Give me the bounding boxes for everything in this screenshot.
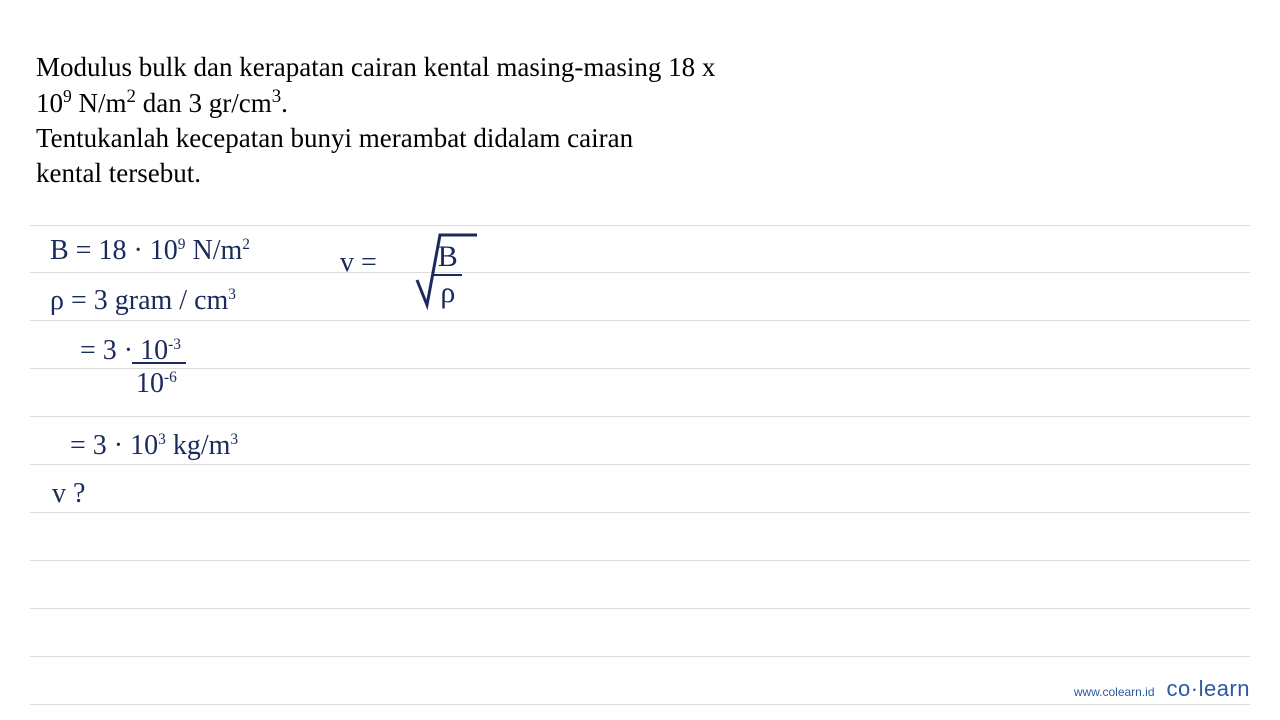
sqrt-icon — [412, 230, 482, 315]
paper-rule — [30, 513, 1250, 561]
question-line-4: kental tersebut. — [36, 156, 715, 191]
question-line-2: 109 N/m2 dan 3 gr/cm3. — [36, 85, 715, 121]
unknown-velocity: v ? — [52, 478, 85, 510]
square-root: B ρ — [384, 235, 462, 310]
paper-rule — [30, 369, 1250, 417]
footer-url: www.colearn.id — [1074, 685, 1155, 699]
given-density: ρ = 3 gram / cm3 — [50, 285, 236, 317]
brand-logo: co·learn — [1167, 676, 1250, 702]
paper-rule — [30, 609, 1250, 657]
question-text: Modulus bulk dan kerapatan cairan kental… — [36, 50, 715, 191]
paper-rule — [30, 657, 1250, 705]
footer: www.colearn.id co·learn — [1074, 676, 1250, 702]
paper-rule — [30, 561, 1250, 609]
paper-rule — [30, 321, 1250, 369]
velocity-formula: v = B ρ — [340, 235, 462, 310]
fraction-bar — [132, 362, 186, 364]
density-conversion-denominator: 10-6 — [136, 368, 177, 400]
paper-rule — [30, 465, 1250, 513]
density-si-units: = 3 · 103 kg/m3 — [70, 430, 238, 462]
question-line-1: Modulus bulk dan kerapatan cairan kental… — [36, 50, 715, 85]
question-line-3: Tentukanlah kecepatan bunyi merambat did… — [36, 121, 715, 156]
given-bulk-modulus: B = 18 · 109 N/m2 — [50, 235, 250, 267]
